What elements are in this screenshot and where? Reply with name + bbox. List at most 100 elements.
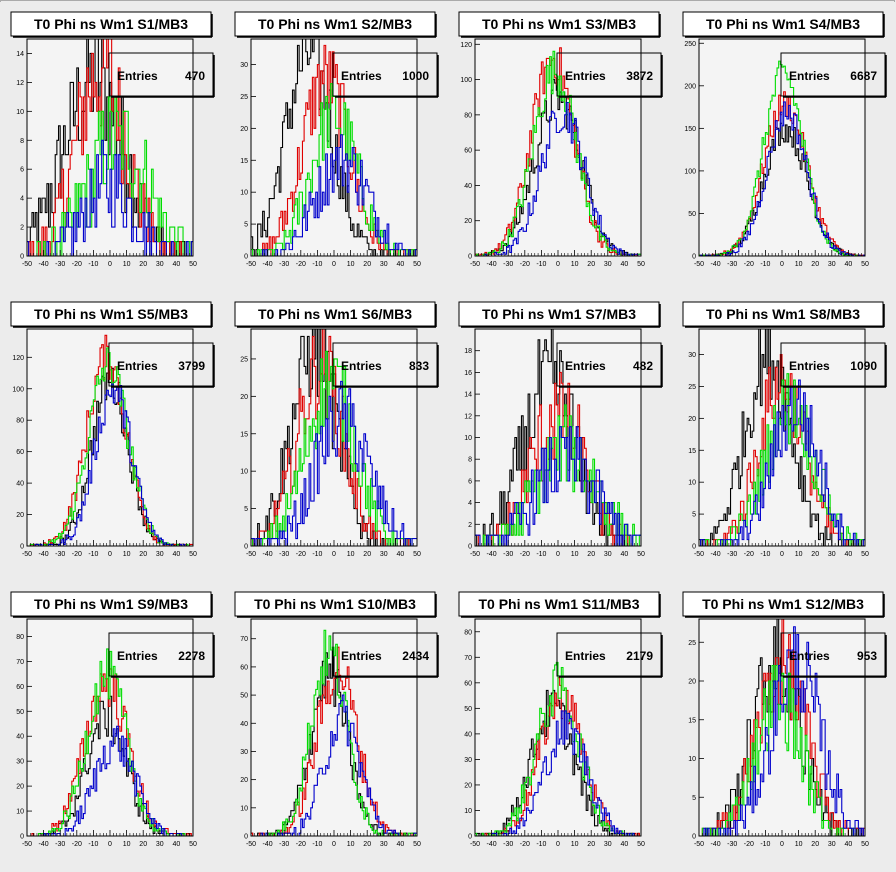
x-tick-label: -50 <box>246 261 256 268</box>
x-tick-label: 30 <box>380 261 388 268</box>
x-tick-label: 20 <box>811 841 819 848</box>
stats-label: Entries <box>565 359 606 373</box>
x-tick-label: -50 <box>246 551 256 558</box>
x-tick-label: 10 <box>571 841 579 848</box>
y-tick-label: 60 <box>16 684 24 691</box>
x-tick-label: -50 <box>22 551 32 558</box>
y-tick-label: 60 <box>464 680 472 687</box>
y-tick-label: 20 <box>688 416 696 423</box>
y-tick-label: 2 <box>20 225 24 232</box>
x-tick-label: -20 <box>72 261 82 268</box>
stats-label: Entries <box>789 359 830 373</box>
x-tick-label: 10 <box>347 551 355 558</box>
histogram-series-green <box>475 50 641 257</box>
y-tick-label: 10 <box>688 480 696 487</box>
y-tick-label: 0 <box>692 544 696 551</box>
y-tick-label: 25 <box>688 640 696 647</box>
y-tick-label: 14 <box>16 51 24 58</box>
histogram-series-red <box>251 328 417 547</box>
x-tick-label: 20 <box>811 261 819 268</box>
x-tick-label: 30 <box>156 551 164 558</box>
y-tick-label: 20 <box>240 394 248 401</box>
y-tick-label: 70 <box>16 659 24 666</box>
x-tick-label: 50 <box>637 551 645 558</box>
title-box <box>10 591 212 617</box>
x-tick-label: 0 <box>556 841 560 848</box>
y-tick-label: 80 <box>464 629 472 636</box>
histogram-title: T0 Phi ns Wm1 S3/MB3 <box>482 16 636 32</box>
x-tick-label: -50 <box>22 261 32 268</box>
y-tick-label: 14 <box>464 392 472 399</box>
x-tick-label: 10 <box>571 261 579 268</box>
y-tick-label: 120 <box>12 355 24 362</box>
x-tick-label: 20 <box>587 551 595 558</box>
x-tick-label: -30 <box>727 261 737 268</box>
title-box <box>458 301 660 327</box>
x-tick-label: 30 <box>604 551 612 558</box>
y-tick-label: 80 <box>16 418 24 425</box>
x-tick-label: -20 <box>520 261 530 268</box>
y-tick-label: 40 <box>16 734 24 741</box>
stats-entries-value: 2434 <box>402 649 429 663</box>
x-tick-label: 0 <box>332 841 336 848</box>
title-box <box>458 591 660 617</box>
histogram-pad-7: -50 -40 -30 -20 -10 0 10 20 30 40 50 0 2 4 6 8 10 12 14 16 1… <box>448 292 672 582</box>
histogram-pad-12: -50 -40 -30 -20 -10 0 10 20 30 40 50 0 5 10 15 20 25 Entr… <box>672 582 896 872</box>
y-tick-label: 60 <box>464 148 472 155</box>
histogram-pad-11: -50 -40 -30 -20 -10 0 10 20 30 40 50 0 10 20 30 40 50 60 7… <box>448 582 672 872</box>
x-tick-label: -20 <box>744 551 754 558</box>
stats-label: Entries <box>565 69 606 83</box>
x-tick-label: 10 <box>123 551 131 558</box>
y-tick-label: 10 <box>464 808 472 815</box>
histogram-pad-4: -50 -40 -30 -20 -10 0 10 20 30 40 50 0 50 100 150 200 25… <box>672 2 896 292</box>
x-tick-label: -10 <box>760 841 770 848</box>
y-tick-label: 4 <box>468 500 472 507</box>
y-tick-label: 70 <box>464 655 472 662</box>
x-tick-label: 50 <box>413 551 421 558</box>
x-tick-label: 10 <box>795 261 803 268</box>
x-tick-label: -50 <box>470 841 480 848</box>
x-tick-label: -10 <box>760 551 770 558</box>
x-tick-label: 10 <box>795 551 803 558</box>
x-tick-label: -40 <box>263 261 273 268</box>
y-tick-label: 6 <box>468 478 472 485</box>
histogram-pad-3: -50 -40 -30 -20 -10 0 10 20 30 40 50 0 20 40 60 80 100 12… <box>448 2 672 292</box>
y-tick-label: 80 <box>16 634 24 641</box>
x-tick-label: 50 <box>861 841 869 848</box>
histogram-svg: -50 -40 -30 -20 -10 0 10 20 30 40 50 0 20 40 60 80 100 12… <box>0 292 224 582</box>
y-tick-label: 70 <box>240 636 248 643</box>
x-tick-label: 40 <box>845 551 853 558</box>
y-tick-label: 20 <box>240 777 248 784</box>
y-tick-label: 8 <box>468 457 472 464</box>
y-tick-label: 50 <box>464 706 472 713</box>
x-tick-label: -40 <box>263 551 273 558</box>
x-tick-label: 50 <box>189 261 197 268</box>
histogram-svg: -50 -40 -30 -20 -10 0 10 20 30 40 50 0 20 40 60 80 100 12… <box>448 2 672 292</box>
x-tick-label: 30 <box>156 261 164 268</box>
x-tick-label: 40 <box>397 841 405 848</box>
y-tick-label: 5 <box>244 222 248 229</box>
y-tick-label: 30 <box>688 352 696 359</box>
y-tick-label: 18 <box>464 348 472 355</box>
y-tick-label: 20 <box>688 679 696 686</box>
y-tick-label: 30 <box>16 759 24 766</box>
stats-label: Entries <box>341 69 382 83</box>
x-tick-label: 0 <box>108 551 112 558</box>
stats-entries-value: 1090 <box>850 359 877 373</box>
x-tick-label: -40 <box>263 841 273 848</box>
y-tick-label: 60 <box>240 664 248 671</box>
x-tick-label: 20 <box>363 551 371 558</box>
histogram-svg: -50 -40 -30 -20 -10 0 10 20 30 40 50 0 10 20 30 40 50 60 7… <box>224 582 448 872</box>
x-tick-label: -10 <box>536 261 546 268</box>
x-tick-label: 20 <box>139 551 147 558</box>
y-tick-label: 50 <box>16 709 24 716</box>
histogram-svg: -50 -40 -30 -20 -10 0 10 20 30 40 50 0 10 20 30 40 50 60 7… <box>448 582 672 872</box>
y-tick-label: 20 <box>464 218 472 225</box>
histogram-series-red <box>27 668 193 837</box>
stats-box <box>108 632 214 677</box>
x-tick-label: 50 <box>189 841 197 848</box>
y-tick-label: 200 <box>684 83 696 90</box>
histogram-series-blue <box>251 134 417 257</box>
title-box <box>234 11 436 37</box>
histogram-series-blue <box>251 380 417 547</box>
